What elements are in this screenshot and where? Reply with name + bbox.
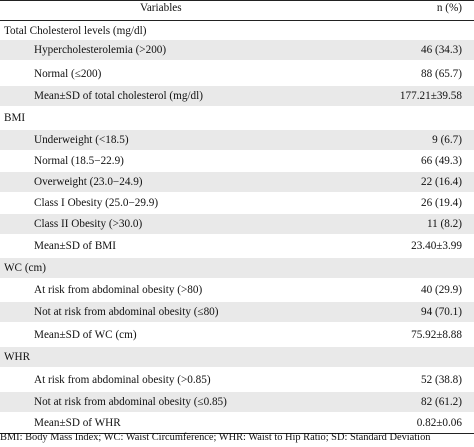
section-title: Total Cholesterol levels (mg/dl) bbox=[4, 25, 147, 37]
table-top-rule bbox=[0, 0, 474, 1]
table-row: Class I Obesity (25.0−29.9) 26 (19.4) bbox=[0, 193, 474, 213]
row-label: Mean±SD of WHR bbox=[34, 417, 121, 429]
row-value: 9 (6.7) bbox=[432, 134, 462, 146]
section-title-row: WHR bbox=[0, 347, 474, 367]
row-value: 22 (16.4) bbox=[420, 176, 462, 188]
row-value: 66 (49.3) bbox=[420, 155, 462, 167]
row-value: 0.82±0.06 bbox=[416, 417, 462, 429]
table-row: At risk from abdominal obesity (>80) 40 … bbox=[0, 280, 474, 300]
row-label: Class I Obesity (25.0−29.9) bbox=[34, 197, 159, 209]
table-row: Class II Obesity (>30.0) 11 (8.2) bbox=[0, 214, 474, 234]
row-label: Mean±SD of BMI bbox=[34, 240, 116, 252]
row-label: Normal (18.5−22.9) bbox=[34, 155, 124, 167]
row-value: 52 (38.8) bbox=[420, 374, 462, 386]
row-label: Mean±SD of WC (cm) bbox=[34, 329, 137, 341]
row-label: Hypercholesterolemia (>200) bbox=[34, 44, 167, 56]
table-row: Not at risk from abdominal obesity (≤80)… bbox=[0, 302, 474, 322]
table-footnote: BMI: Body Mass Index; WC: Waist Circumfe… bbox=[0, 432, 431, 443]
row-value: 26 (19.4) bbox=[420, 197, 462, 209]
row-value: 82 (61.2) bbox=[420, 396, 462, 408]
header-variables: Variables bbox=[140, 2, 182, 14]
row-label: Underweight (<18.5) bbox=[34, 134, 129, 146]
row-label: Normal (≤200) bbox=[34, 68, 102, 80]
section-title: BMI bbox=[4, 112, 26, 124]
section-title: WHR bbox=[4, 351, 31, 363]
row-label: Mean±SD of total cholesterol (mg/dl) bbox=[34, 90, 203, 102]
table-row: Mean±SD of WHR 0.82±0.06 bbox=[0, 413, 474, 433]
row-value: 46 (34.3) bbox=[420, 44, 462, 56]
table-row: Underweight (<18.5) 9 (6.7) bbox=[0, 130, 474, 150]
row-value: 94 (70.1) bbox=[420, 306, 462, 318]
table-row: Mean±SD of WC (cm) 75.92±8.88 bbox=[0, 325, 474, 345]
row-label: At risk from abdominal obesity (>80) bbox=[34, 284, 203, 296]
row-value: 11 (8.2) bbox=[426, 218, 462, 230]
table-header-rule bbox=[0, 20, 474, 21]
table-bottom-rule bbox=[0, 433, 474, 434]
table-row: Overweight (23.0−24.9) 22 (16.4) bbox=[0, 172, 474, 192]
row-label: Not at risk from abdominal obesity (≤0.8… bbox=[34, 396, 227, 408]
row-label: Class II Obesity (>30.0) bbox=[34, 218, 143, 230]
row-value: 23.40±3.99 bbox=[411, 240, 462, 252]
row-label: Not at risk from abdominal obesity (≤80) bbox=[34, 306, 219, 318]
table-row: Not at risk from abdominal obesity (≤0.8… bbox=[0, 392, 474, 412]
table-header-row: Variables n (%) bbox=[0, 0, 474, 20]
table-row: Mean±SD of BMI 23.40±3.99 bbox=[0, 236, 474, 256]
row-label: At risk from abdominal obesity (>0.85) bbox=[34, 374, 211, 386]
section-title: WC (cm) bbox=[4, 262, 46, 274]
row-label: Overweight (23.0−24.9) bbox=[34, 176, 143, 188]
row-value: 40 (29.9) bbox=[420, 284, 462, 296]
table-row: At risk from abdominal obesity (>0.85) 5… bbox=[0, 370, 474, 390]
row-value: 75.92±8.88 bbox=[411, 329, 462, 341]
table-row: Normal (≤200) 88 (65.7) bbox=[0, 64, 474, 84]
table-row: Mean±SD of total cholesterol (mg/dl) 177… bbox=[0, 86, 474, 106]
table-row: Normal (18.5−22.9) 66 (49.3) bbox=[0, 151, 474, 171]
row-value: 177.21±39.58 bbox=[399, 90, 462, 102]
section-title-row: WC (cm) bbox=[0, 258, 474, 278]
header-n-percent: n (%) bbox=[436, 2, 462, 14]
row-value: 88 (65.7) bbox=[420, 68, 462, 80]
section-title-row: BMI bbox=[0, 108, 474, 128]
table-row: Hypercholesterolemia (>200) 46 (34.3) bbox=[0, 40, 474, 60]
section-title-row: Total Cholesterol levels (mg/dl) bbox=[0, 21, 474, 41]
